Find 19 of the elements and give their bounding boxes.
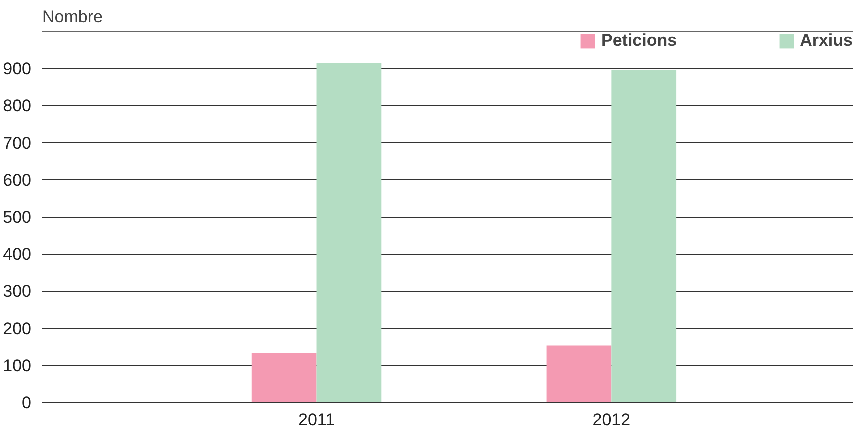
legend-label: Peticions xyxy=(601,31,678,51)
y-tick-label: 100 xyxy=(3,356,32,376)
y-tick-label: 0 xyxy=(22,394,32,412)
x-tick-label: 2012 xyxy=(592,410,631,428)
y-tick-label: 800 xyxy=(3,96,32,116)
y-tick-label: 700 xyxy=(3,134,32,153)
y-tick-label: 400 xyxy=(3,245,32,264)
bar xyxy=(316,63,382,402)
x-tick-label: 2011 xyxy=(298,410,336,428)
bar xyxy=(612,70,677,402)
legend-label: Arxius xyxy=(800,31,853,51)
y-tick-label: 500 xyxy=(3,208,32,227)
y-axis-title: Nombre xyxy=(42,8,103,26)
bar xyxy=(252,353,317,402)
y-tick-label: 200 xyxy=(3,319,32,338)
y-tick-label: 900 xyxy=(3,60,32,79)
y-tick-label: 300 xyxy=(3,282,32,302)
bar xyxy=(546,346,612,402)
y-tick-label: 600 xyxy=(3,170,32,190)
